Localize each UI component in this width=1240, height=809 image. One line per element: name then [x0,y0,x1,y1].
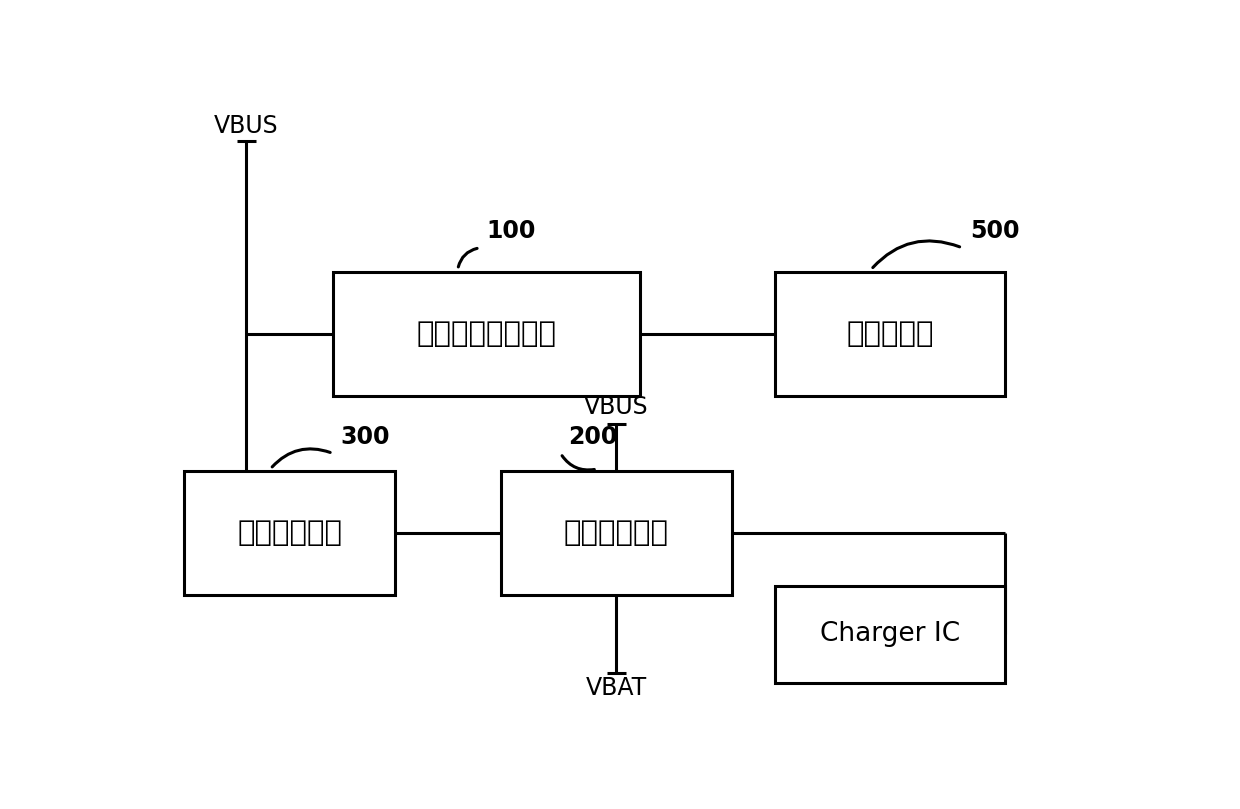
Text: 电压检测电路: 电压检测电路 [237,519,342,547]
Text: 涓流电流控制电路: 涓流电流控制电路 [417,320,557,348]
Text: 200: 200 [568,425,618,449]
Bar [775,272,1006,396]
Text: 路径管理电路: 路径管理电路 [564,519,668,547]
Text: VBUS: VBUS [215,113,279,138]
Text: VBUS: VBUS [584,395,649,419]
Bar [184,471,396,595]
Bar [501,471,732,595]
Text: 待充电电池: 待充电电池 [847,320,934,348]
Bar [332,272,640,396]
Bar [775,586,1006,683]
Text: 100: 100 [486,219,536,244]
Text: Charger IC: Charger IC [820,621,960,647]
Text: 500: 500 [970,219,1019,244]
Text: VBAT: VBAT [585,676,647,701]
Text: 300: 300 [341,425,389,449]
